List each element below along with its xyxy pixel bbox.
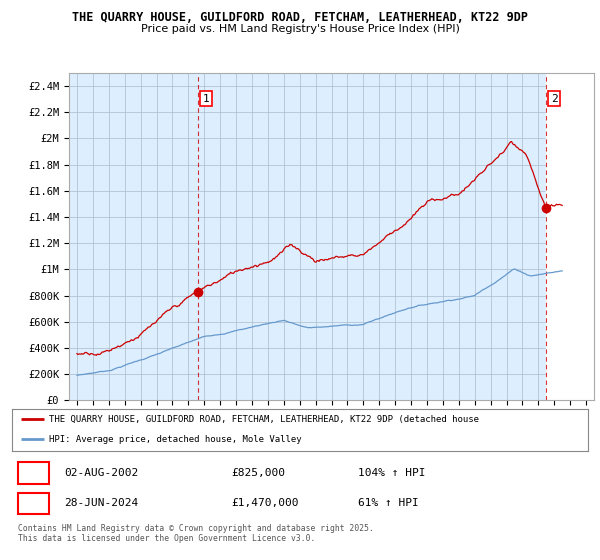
Text: HPI: Average price, detached house, Mole Valley: HPI: Average price, detached house, Mole…: [49, 435, 302, 444]
Bar: [18, 462, 49, 483]
Text: 28-JUN-2024: 28-JUN-2024: [64, 498, 138, 508]
Text: Contains HM Land Registry data © Crown copyright and database right 2025.
This d: Contains HM Land Registry data © Crown c…: [18, 524, 374, 543]
Text: THE QUARRY HOUSE, GUILDFORD ROAD, FETCHAM, LEATHERHEAD, KT22 9DP (detached house: THE QUARRY HOUSE, GUILDFORD ROAD, FETCHA…: [49, 415, 479, 424]
Text: 1: 1: [202, 94, 209, 104]
Bar: [546, 73, 594, 400]
Text: Price paid vs. HM Land Registry's House Price Index (HPI): Price paid vs. HM Land Registry's House …: [140, 24, 460, 34]
Text: £825,000: £825,000: [231, 468, 285, 478]
Text: 2: 2: [30, 497, 37, 510]
Text: 02-AUG-2002: 02-AUG-2002: [64, 468, 138, 478]
Bar: [18, 493, 49, 515]
Text: THE QUARRY HOUSE, GUILDFORD ROAD, FETCHAM, LEATHERHEAD, KT22 9DP: THE QUARRY HOUSE, GUILDFORD ROAD, FETCHA…: [72, 11, 528, 24]
Text: 61% ↑ HPI: 61% ↑ HPI: [358, 498, 418, 508]
Text: 2: 2: [551, 94, 557, 104]
Text: 1: 1: [30, 466, 37, 479]
Text: 104% ↑ HPI: 104% ↑ HPI: [358, 468, 425, 478]
Text: £1,470,000: £1,470,000: [231, 498, 298, 508]
Bar: [546, 73, 594, 400]
